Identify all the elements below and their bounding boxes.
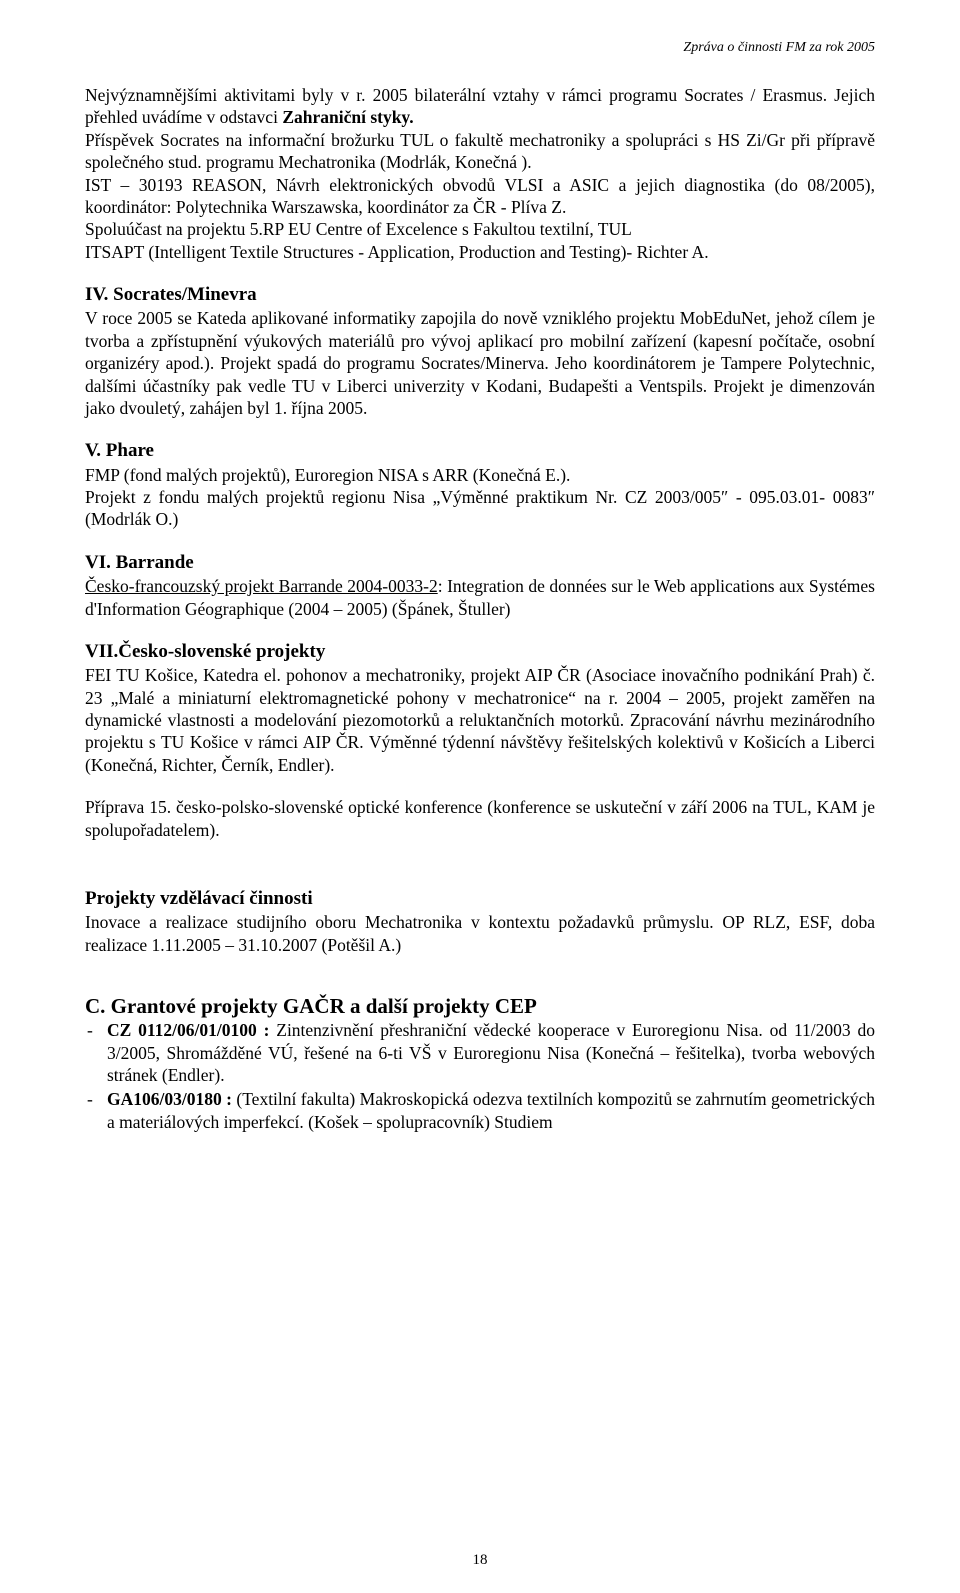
section-v-body: FMP (fond malých projektů), Euroregion N… bbox=[85, 465, 875, 530]
section-iv-body: V roce 2005 se Kateda aplikované informa… bbox=[85, 308, 875, 418]
edu-body: Inovace a realizace studijního oboru Mec… bbox=[85, 912, 875, 954]
document-page: Zpráva o činnosti FM za rok 2005 Nejvýzn… bbox=[0, 0, 960, 1593]
intro-text-1: Nejvýznamnějšími aktivitami byly v r. 20… bbox=[85, 85, 875, 127]
section-c-list: CZ 0112/06/01/0100 : Zintenzivnění přesh… bbox=[85, 1019, 875, 1133]
edu-section: Projekty vzdělávací činnosti Inovace a r… bbox=[85, 887, 875, 956]
list-item-bold: CZ 0112/06/01/0100 : bbox=[107, 1020, 269, 1040]
section-v-head: V. Phare bbox=[85, 440, 154, 461]
section-c-head: C. Grantové projekty GAČR a další projek… bbox=[85, 994, 875, 1019]
section-vii-body: FEI TU Košice, Katedra el. pohonov a mec… bbox=[85, 665, 875, 775]
section-vii-head: VII.Česko-slovenské projekty bbox=[85, 641, 325, 662]
intro-bold: Zahraniční styky. bbox=[282, 107, 413, 127]
intro-text-2: Příspěvek Socrates na informační brožurk… bbox=[85, 130, 875, 262]
section-vi-body-1: Česko-francouzský projekt Barrande 2004-… bbox=[85, 576, 438, 596]
list-item: CZ 0112/06/01/0100 : Zintenzivnění přesh… bbox=[85, 1019, 875, 1086]
section-v: V. Phare FMP (fond malých projektů), Eur… bbox=[85, 439, 875, 530]
edu-head: Projekty vzdělávací činnosti bbox=[85, 888, 313, 909]
prep15-paragraph: Příprava 15. česko-polsko-slovenské opti… bbox=[85, 796, 875, 841]
section-vi: VI. Barrande Česko-francouzský projekt B… bbox=[85, 551, 875, 620]
list-item: GA106/03/0180 : (Textilní fakulta) Makro… bbox=[85, 1088, 875, 1133]
page-number: 18 bbox=[473, 1552, 488, 1569]
spacer-2 bbox=[85, 984, 875, 994]
section-vi-head: VI. Barrande bbox=[85, 552, 194, 573]
spacer bbox=[85, 861, 875, 887]
page-header: Zpráva o činnosti FM za rok 2005 bbox=[85, 40, 875, 56]
section-vii: VII.Česko-slovenské projekty FEI TU Koši… bbox=[85, 640, 875, 776]
intro-paragraph: Nejvýznamnějšími aktivitami byly v r. 20… bbox=[85, 84, 875, 263]
list-item-bold: GA106/03/0180 : bbox=[107, 1089, 232, 1109]
section-iv-head: IV. Socrates/Minevra bbox=[85, 284, 257, 305]
section-iv: IV. Socrates/Minevra V roce 2005 se Kate… bbox=[85, 283, 875, 419]
